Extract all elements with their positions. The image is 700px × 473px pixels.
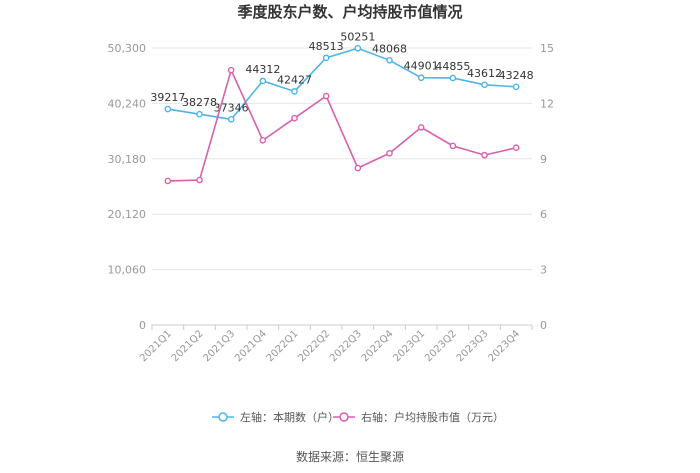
data-point-right <box>164 177 172 185</box>
legend-item-0[interactable]: 左轴：本期数（户） <box>212 410 339 424</box>
data-label: 39217 <box>150 91 185 104</box>
legend-item-1[interactable]: 右轴：户均持股市值（万元） <box>333 410 504 424</box>
data-point-left <box>481 81 488 89</box>
x-tick-label: 2022Q2 <box>296 328 332 364</box>
legend-marker <box>339 412 349 422</box>
legend-label: 右轴：户均持股市值（万元） <box>361 410 504 424</box>
data-point-right <box>291 114 298 122</box>
data-point-right <box>512 144 520 152</box>
data-label: 37346 <box>214 101 249 114</box>
x-tick-label: 2021Q3 <box>201 328 237 364</box>
grid-lines <box>152 47 532 326</box>
series-line-left <box>167 47 517 121</box>
chart-title: 季度股东户数、户均持股市值情况 <box>237 3 462 21</box>
data-label: 48513 <box>309 40 344 53</box>
left-y-axis: 0 10,060 20,120 30,180 40,240 50,300 <box>108 42 147 332</box>
data-label: 44312 <box>245 63 280 76</box>
data-point-right <box>417 124 425 131</box>
left-tick-label: 10,060 <box>108 264 147 277</box>
x-tick-label: 2023Q4 <box>486 328 522 364</box>
data-point-right <box>259 137 267 144</box>
data-point-right <box>322 92 330 100</box>
data-point-right <box>354 164 362 172</box>
right-tick-label: 6 <box>540 208 547 221</box>
data-point-left <box>386 56 393 64</box>
left-tick-label: 50,300 <box>108 42 147 55</box>
right-tick-label: 0 <box>540 319 547 332</box>
x-tick-label: 2022Q1 <box>265 328 301 364</box>
left-tick-label: 30,180 <box>108 153 147 166</box>
data-label: 42427 <box>277 73 312 86</box>
data-point-left <box>449 74 457 82</box>
right-y-axis: 0 3 6 9 12 15 <box>540 42 554 332</box>
data-point-left <box>164 105 172 113</box>
x-axis: 2021Q12021Q22021Q32021Q42022Q12022Q22022… <box>138 325 533 364</box>
source-note: 数据来源：恒生聚源 <box>296 449 404 464</box>
x-tick-label: 2023Q3 <box>455 328 491 364</box>
legend[interactable]: 左轴：本期数（户） 右轴：户均持股市值（万元） <box>212 410 504 424</box>
right-tick-label: 3 <box>540 264 547 277</box>
data-point-left <box>417 74 425 82</box>
x-tick-label: 2022Q3 <box>328 328 364 364</box>
right-tick-label: 9 <box>540 153 547 166</box>
x-tick-label: 2021Q1 <box>138 328 174 364</box>
left-tick-label: 0 <box>139 319 146 332</box>
data-label: 43612 <box>467 67 502 80</box>
data-point-left <box>196 110 203 118</box>
data-label: 44901 <box>404 60 439 73</box>
data-label: 44855 <box>435 60 470 73</box>
series-line-right <box>167 67 517 182</box>
left-tick-label: 20,120 <box>108 208 147 221</box>
data-point-right <box>196 176 203 184</box>
data-point-right <box>386 149 393 157</box>
x-tick-label: 2021Q2 <box>170 328 206 364</box>
data-point-left <box>291 88 298 95</box>
data-point-right <box>227 66 235 74</box>
data-point-left <box>512 83 520 91</box>
data-point-right <box>449 142 457 150</box>
data-point-left <box>322 54 330 62</box>
x-tick-label: 2023Q2 <box>423 328 459 364</box>
data-point-right <box>481 151 488 159</box>
x-tick-label: 2021Q4 <box>233 328 269 364</box>
legend-marker <box>218 412 228 422</box>
legend-label: 左轴：本期数（户） <box>240 410 339 424</box>
right-tick-label: 15 <box>540 42 554 55</box>
right-tick-label: 12 <box>540 97 554 110</box>
data-point-left <box>259 77 267 85</box>
data-label: 48068 <box>372 42 407 55</box>
x-tick-label: 2023Q1 <box>391 328 427 364</box>
data-label: 38278 <box>182 96 217 109</box>
x-tick-label: 2022Q4 <box>360 328 396 364</box>
data-point-left <box>354 44 362 52</box>
data-point-left <box>227 116 235 123</box>
left-tick-label: 40,240 <box>108 97 147 110</box>
data-label: 50251 <box>340 30 375 43</box>
data-label: 43248 <box>499 69 534 82</box>
